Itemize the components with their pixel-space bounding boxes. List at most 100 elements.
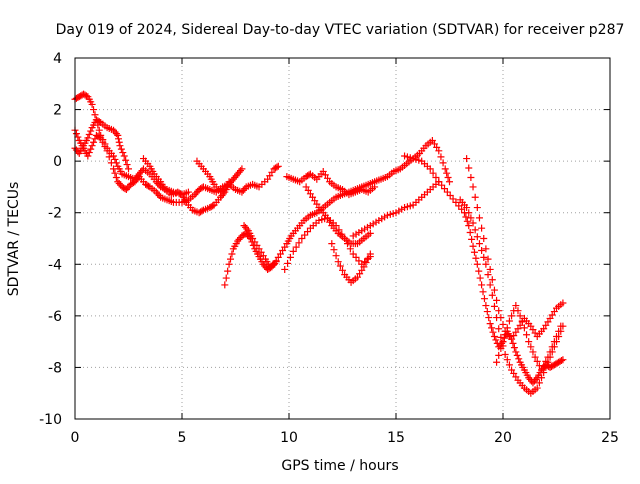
data-point	[463, 217, 471, 225]
series-track-h	[270, 137, 453, 268]
data-point	[328, 240, 336, 248]
data-point	[87, 127, 95, 135]
data-point	[486, 320, 494, 328]
series-track-n	[401, 152, 567, 387]
data-point	[501, 331, 509, 339]
x-tick-label: 15	[387, 430, 405, 446]
data-point	[505, 361, 513, 369]
data-point	[510, 344, 518, 352]
data-point	[486, 265, 494, 273]
data-point	[116, 142, 124, 150]
data-point	[533, 384, 541, 392]
data-point	[516, 312, 524, 320]
data-point	[426, 165, 434, 173]
data-point	[497, 333, 505, 341]
data-point	[339, 266, 346, 274]
data-point	[74, 133, 82, 141]
data-point	[472, 254, 480, 262]
data-point	[488, 324, 496, 332]
data-point	[84, 134, 92, 142]
data-point	[289, 247, 297, 255]
data-point	[485, 314, 493, 322]
data-point	[483, 308, 491, 316]
data-point	[95, 126, 103, 134]
y-tick-label: 0	[53, 154, 62, 170]
data-point	[123, 161, 131, 169]
data-point	[112, 173, 120, 181]
series-track-p	[463, 155, 567, 343]
data-point	[473, 233, 481, 241]
data-points	[71, 90, 567, 397]
data-point	[514, 307, 522, 315]
data-point	[469, 242, 477, 250]
data-point	[439, 159, 447, 167]
data-point	[467, 214, 475, 222]
data-point	[512, 302, 520, 310]
data-point	[505, 317, 513, 325]
data-point	[500, 334, 508, 342]
y-tick-label: 4	[53, 51, 62, 67]
data-point	[111, 155, 119, 163]
data-point	[492, 336, 500, 344]
data-point	[429, 169, 437, 177]
data-point	[489, 328, 497, 336]
data-point	[493, 296, 501, 304]
y-tick-label: -10	[39, 412, 62, 428]
data-point	[446, 178, 453, 186]
x-tick-label: 20	[494, 430, 512, 446]
y-tick-label: -8	[48, 360, 62, 376]
data-point	[523, 331, 531, 339]
y-axis-label: SDTVAR / TECUs	[6, 182, 22, 297]
data-point	[480, 295, 488, 303]
data-point	[555, 327, 563, 335]
data-point	[476, 274, 484, 282]
x-axis-label: GPS time / hours	[281, 458, 398, 474]
data-point	[224, 267, 232, 275]
data-point	[473, 204, 481, 212]
data-point	[465, 164, 473, 172]
x-tick-label: 0	[71, 430, 80, 446]
data-point	[527, 343, 535, 351]
data-point	[371, 183, 379, 191]
data-point	[557, 322, 565, 330]
data-point	[495, 307, 503, 315]
data-point	[465, 222, 473, 230]
data-point	[432, 173, 440, 181]
data-point	[490, 332, 498, 340]
data-point	[119, 149, 127, 157]
data-point	[540, 362, 548, 370]
data-point	[465, 209, 473, 217]
plot-frame	[74, 57, 611, 420]
data-point	[501, 351, 509, 359]
data-point	[509, 339, 517, 347]
data-point	[366, 250, 374, 258]
data-point	[292, 243, 300, 251]
data-point	[228, 250, 236, 258]
data-point	[515, 355, 523, 363]
data-point	[115, 138, 123, 146]
data-point	[221, 281, 229, 289]
data-point	[84, 152, 92, 160]
data-point	[557, 357, 565, 365]
data-point	[559, 356, 567, 364]
data-point	[209, 202, 217, 210]
data-point	[484, 255, 492, 263]
y-tick-label: -2	[48, 206, 62, 222]
data-point	[512, 348, 520, 356]
data-point	[155, 192, 163, 200]
data-point	[364, 254, 372, 262]
data-point	[473, 260, 481, 268]
data-point	[488, 291, 496, 299]
data-point	[484, 271, 492, 279]
data-point	[443, 169, 451, 177]
data-point	[366, 229, 374, 237]
data-point	[471, 193, 479, 201]
series-track-l	[328, 240, 374, 286]
data-point	[531, 353, 539, 361]
data-point	[281, 265, 289, 273]
data-point	[518, 317, 526, 325]
data-point	[499, 338, 507, 346]
data-point	[490, 286, 498, 294]
data-point	[478, 247, 486, 255]
